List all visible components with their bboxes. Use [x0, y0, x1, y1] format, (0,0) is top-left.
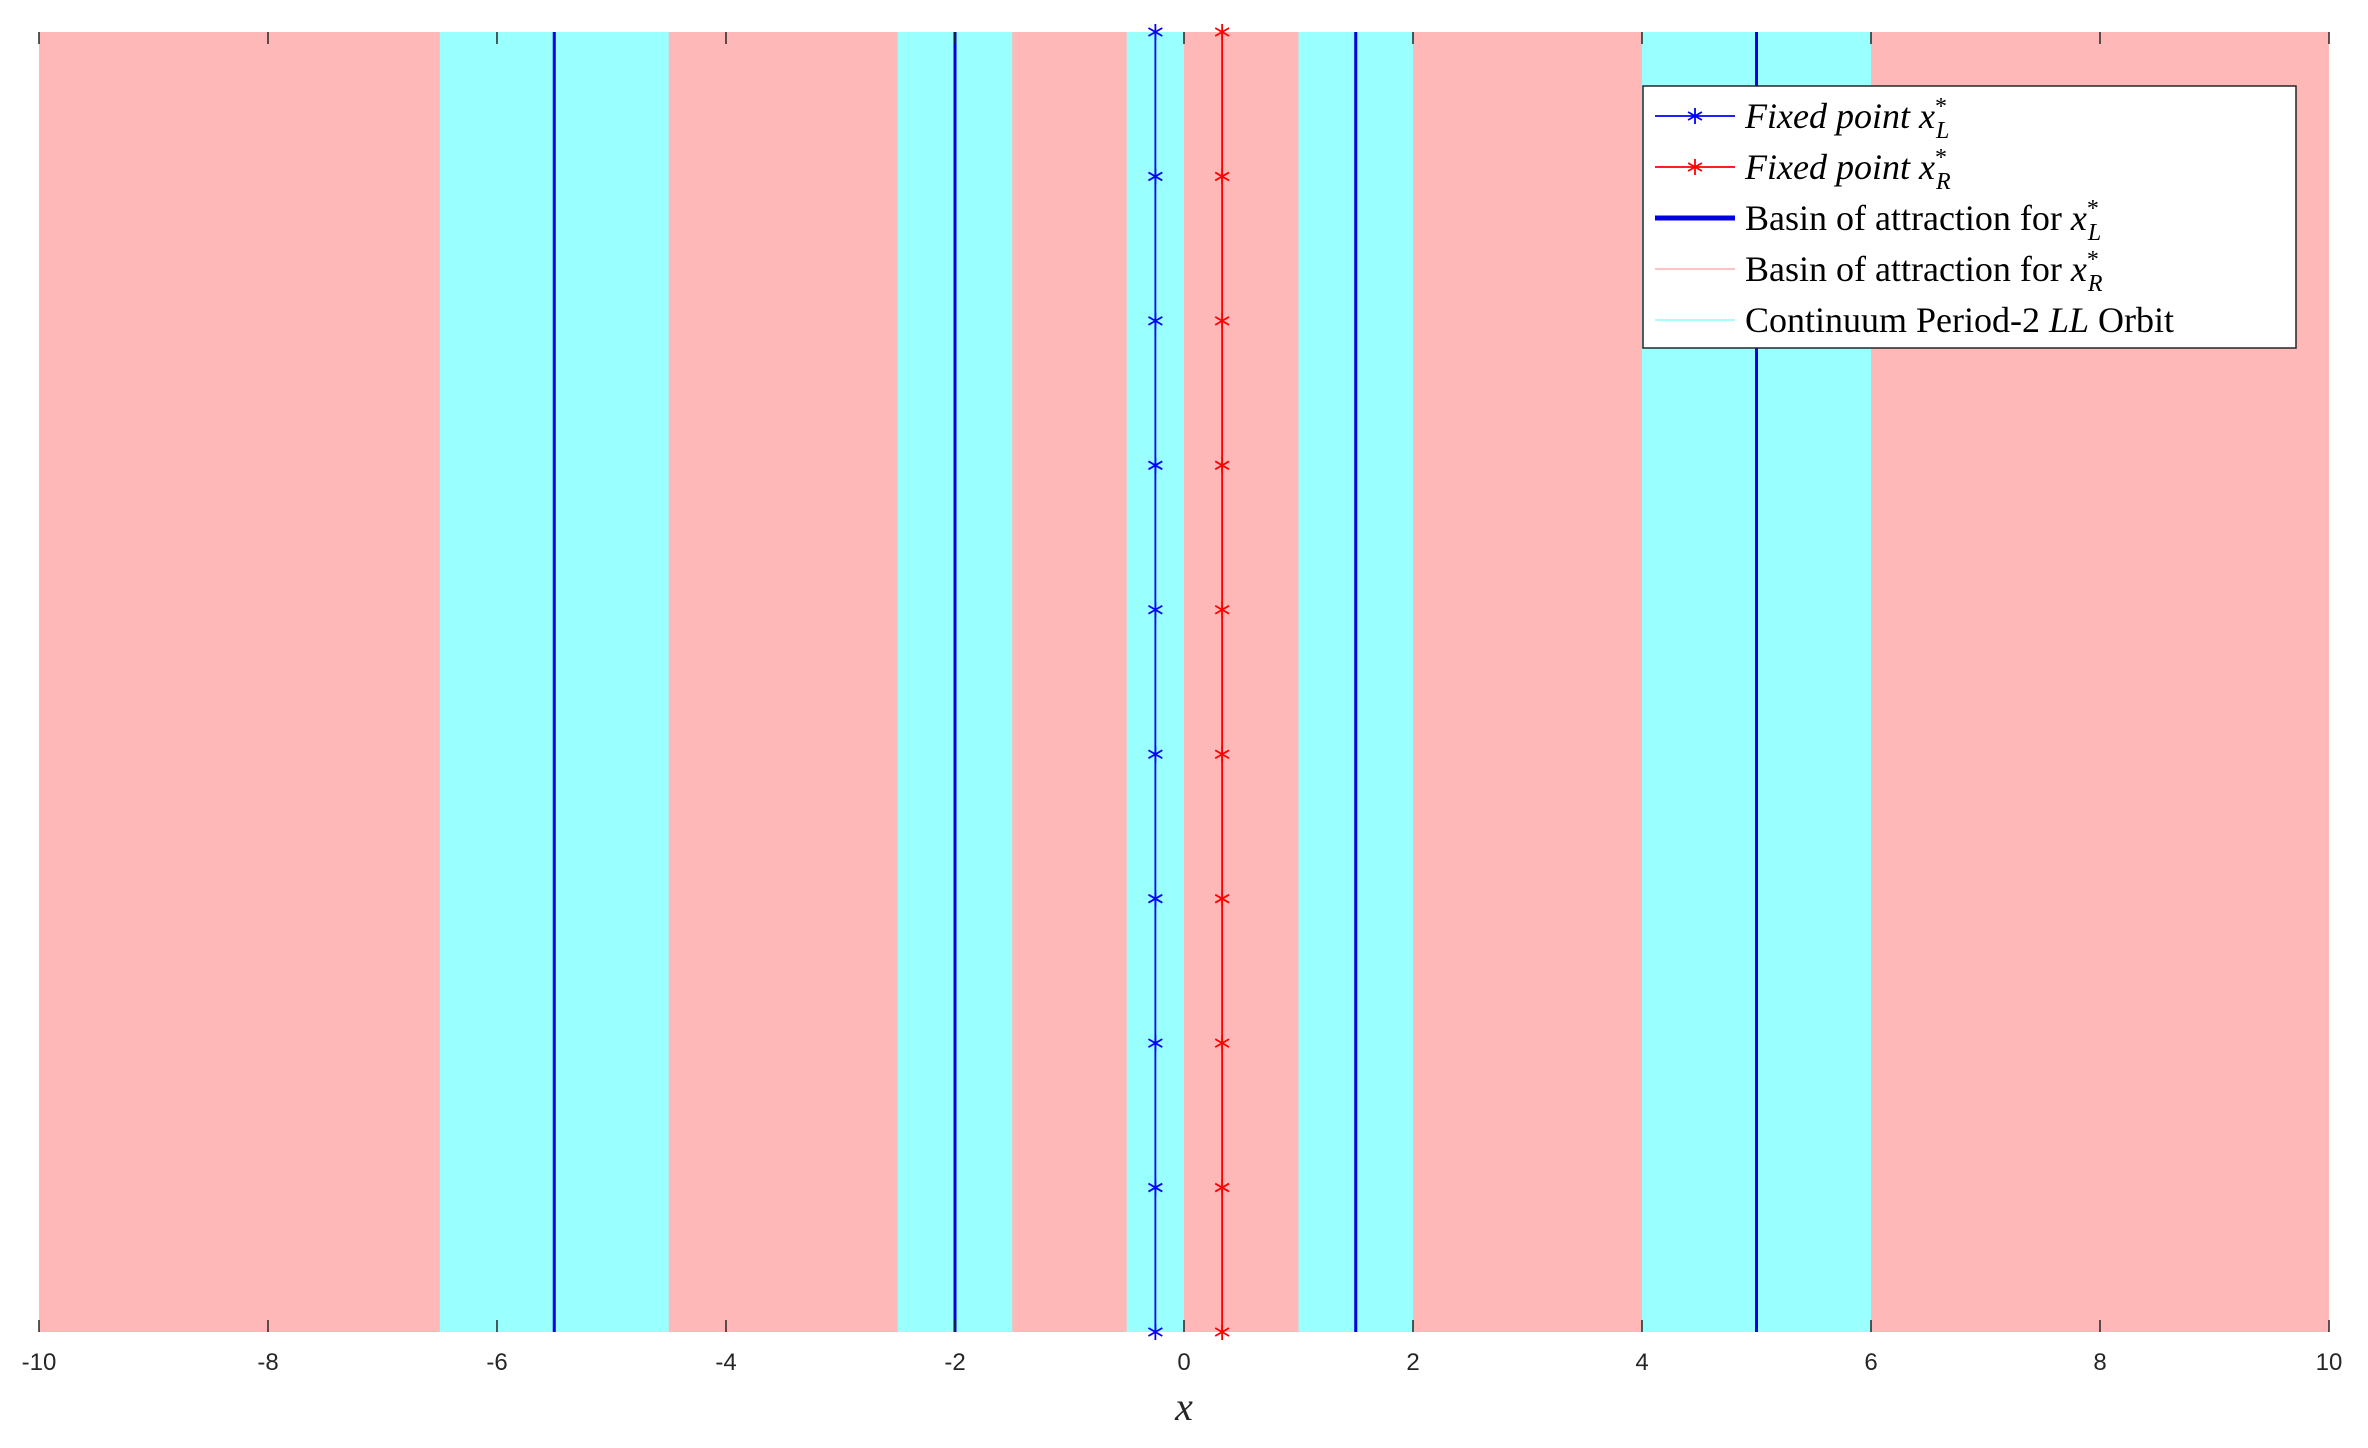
fixed-point-series: [1147, 24, 1230, 1340]
data-point: [1147, 890, 1163, 907]
legend-entry-basin_L: Basin of attraction for x* L: [1655, 196, 2101, 246]
x-tick-label: 8: [2093, 1349, 2106, 1376]
data-point: [1147, 601, 1163, 618]
legend-entry-fixed_point_L: Fixed point x* L: [1655, 94, 1949, 144]
x-axis: -10 -8 -6 -4 -2 0 2 4 6 8 10: [22, 32, 2343, 1376]
data-point: [1147, 168, 1163, 185]
data-point: [1214, 1324, 1230, 1340]
data-point: [1214, 890, 1230, 907]
x-tick-label: 6: [1864, 1349, 1877, 1376]
data-point: [1687, 108, 1703, 124]
legend-label: Fixed point x* R: [1744, 145, 1951, 195]
legend-label: Basin of attraction for x* R: [1745, 247, 2103, 297]
x-tick-label: -10: [22, 1349, 57, 1376]
data-point: [1214, 601, 1230, 618]
x-tick-label: -6: [486, 1349, 507, 1376]
data-point: [1214, 24, 1230, 40]
data-point: [1147, 1179, 1163, 1196]
x-tick-label: 10: [2316, 1349, 2343, 1376]
legend-label: Continuum Period-2 LL Orbit: [1745, 300, 2174, 340]
legend-label: Fixed point x* L: [1744, 94, 1949, 144]
data-point: [1147, 1324, 1163, 1340]
data-point: [1147, 457, 1163, 474]
x-tick-label: -2: [944, 1349, 965, 1376]
data-point: [1147, 24, 1163, 40]
data-point: [1147, 1035, 1163, 1052]
series-fixed_point_R: [1214, 24, 1230, 1340]
x-tick-label: -4: [715, 1349, 736, 1376]
x-axis-label: x: [1174, 1384, 1193, 1429]
legend-box: [1642, 85, 2297, 349]
legend-label: Basin of attraction for x* L: [1745, 196, 2101, 246]
x-tick-label: 4: [1635, 1349, 1648, 1376]
data-point: [1214, 168, 1230, 185]
data-point: [1687, 159, 1703, 175]
legend-entry-basin_R: Basin of attraction for x* R: [1655, 247, 2103, 297]
data-point: [1214, 312, 1230, 329]
data-point: [1147, 312, 1163, 329]
data-point: [1214, 746, 1230, 763]
series-fixed_point_L: [1147, 24, 1163, 1340]
legend-entry-continuum_period2: Continuum Period-2 LL Orbit: [1655, 300, 2174, 340]
data-point: [1214, 457, 1230, 474]
x-tick-label: 0: [1177, 1349, 1190, 1376]
data-point: [1214, 1179, 1230, 1196]
x-tick-label: -8: [257, 1349, 278, 1376]
data-point: [1147, 746, 1163, 763]
legend-entry-fixed_point_R: Fixed point x* R: [1655, 145, 1951, 195]
data-point: [1214, 1035, 1230, 1052]
x-tick-label: 2: [1406, 1349, 1419, 1376]
